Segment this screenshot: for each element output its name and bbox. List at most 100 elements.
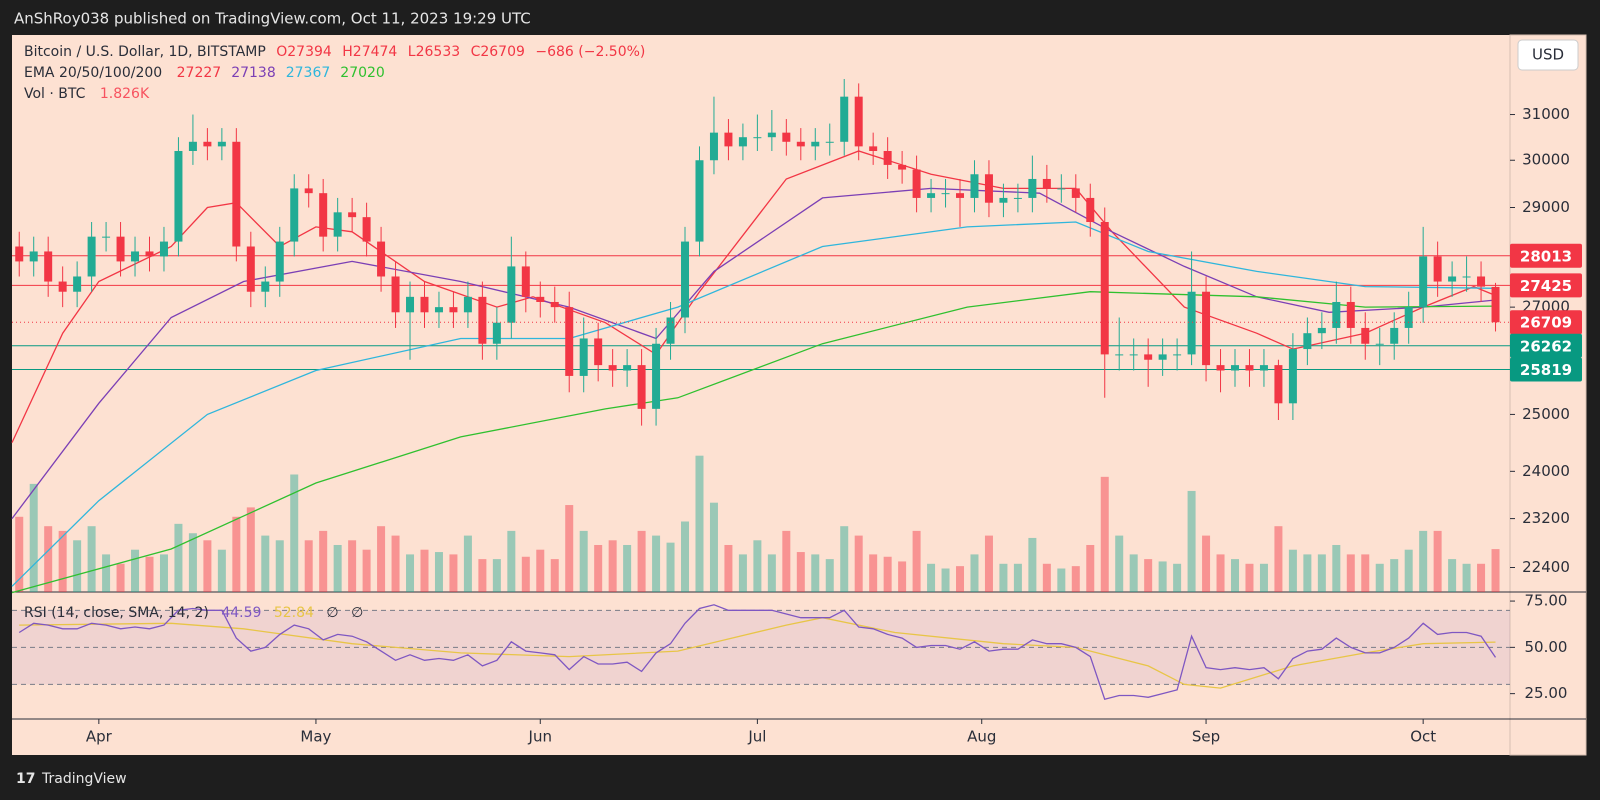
candle-body	[319, 193, 328, 237]
candle-body	[1317, 327, 1326, 334]
volume-bar	[217, 549, 226, 592]
volume-bar	[1462, 563, 1471, 592]
chart-area	[12, 35, 1510, 755]
candle-body	[1332, 301, 1341, 328]
volume-bar	[652, 535, 661, 592]
volume-bar	[1158, 561, 1167, 592]
candle-body	[1404, 307, 1413, 328]
candle-body	[1115, 354, 1124, 356]
volume-bar	[550, 559, 559, 592]
y-tick-label: 23200	[1522, 509, 1570, 527]
volume-bar	[1390, 559, 1399, 592]
candle-body	[1346, 301, 1355, 328]
volume-bar	[565, 505, 574, 592]
candle-body	[87, 236, 96, 277]
x-tick-label: Apr	[86, 728, 113, 746]
candle-body	[492, 322, 501, 344]
volume-bar	[449, 554, 458, 592]
x-tick-label: Aug	[967, 728, 996, 746]
rsi-tick-label: 25.00	[1525, 684, 1568, 702]
candle-body	[102, 236, 111, 238]
volume-bar	[58, 530, 67, 592]
volume-bar	[102, 554, 111, 592]
volume-bar	[724, 544, 733, 592]
currency[interactable]: USD	[1532, 46, 1564, 64]
volume-bar	[434, 552, 443, 592]
ema-line	[11, 291, 1496, 594]
candle-body	[348, 212, 357, 218]
candle-body	[449, 307, 458, 313]
volume-bar	[1144, 559, 1153, 592]
y-tick-label: 24000	[1522, 462, 1570, 480]
volume-bar	[898, 561, 907, 592]
candle-body	[275, 241, 284, 282]
candle-body	[232, 141, 241, 247]
candle-body	[1477, 276, 1486, 287]
rsi-sma-value: 52.84	[274, 605, 314, 621]
volume-bar	[1100, 476, 1109, 592]
candle-body	[1491, 286, 1500, 323]
candle-body	[1028, 178, 1037, 198]
volume-bar	[999, 563, 1008, 592]
ema-value: 27020	[340, 65, 385, 81]
candle-body	[1245, 365, 1254, 371]
rsi-tick-label: 50.00	[1525, 638, 1568, 656]
candle-body	[174, 150, 183, 242]
plot: 2240023200240002500027000290003000031000…	[11, 79, 1582, 746]
volume-bar	[246, 507, 255, 592]
volume-bar	[608, 540, 617, 592]
x-tick-label: Jun	[528, 728, 552, 746]
candle-body	[1187, 291, 1196, 355]
volume-bar	[478, 559, 487, 592]
candle-body	[521, 266, 530, 297]
candle-body	[796, 141, 805, 147]
volume-bar	[1057, 568, 1066, 592]
ema-line	[11, 150, 1496, 443]
candle-body	[507, 266, 516, 323]
volume-bar	[695, 455, 704, 592]
volume-bar	[1375, 563, 1384, 592]
candle-body	[391, 276, 400, 313]
currency-button[interactable]	[1517, 39, 1579, 71]
candle-body	[217, 141, 226, 147]
volume-bar	[594, 544, 603, 592]
volume-bar	[941, 568, 950, 592]
ema-line	[11, 221, 1496, 587]
volume-bar	[1042, 563, 1051, 592]
candle-body	[738, 137, 747, 147]
candle-body	[290, 188, 299, 242]
volume-bar	[232, 516, 241, 592]
ema-legend: EMA 20/50/100/200 27227 27138 27367 27020	[24, 65, 385, 81]
price-label-box	[1510, 310, 1582, 335]
candle-body	[550, 301, 559, 308]
volume-bar	[203, 540, 212, 592]
volume-bar	[579, 530, 588, 592]
candle-body	[941, 193, 950, 195]
candle-body	[594, 338, 603, 366]
price-label: 26709	[1520, 314, 1572, 332]
volume-bar	[15, 516, 24, 592]
price-label: 25819	[1520, 361, 1572, 379]
candle-body	[1086, 197, 1095, 223]
ohlc-open: O27394	[276, 44, 332, 60]
volume-bar	[1245, 563, 1254, 592]
price-label: 27425	[1520, 277, 1572, 295]
candle-body	[1173, 354, 1182, 356]
volume-bar	[116, 563, 125, 592]
volume-bar	[1071, 566, 1080, 592]
price-label-box	[1510, 273, 1582, 298]
candle-body	[478, 296, 487, 344]
candle-body	[420, 296, 429, 313]
volume-bar	[984, 535, 993, 592]
volume-bar	[463, 535, 472, 592]
volume-bar	[377, 526, 386, 592]
candle-body	[840, 96, 849, 142]
ohlc-change: −686 (−2.50%)	[535, 44, 645, 60]
candle-body	[579, 338, 588, 376]
volume-bar	[420, 549, 429, 592]
volume-bar	[391, 535, 400, 592]
ema-value: 27227	[177, 65, 222, 81]
candle-body	[1303, 333, 1312, 350]
volume-bar	[1346, 554, 1355, 592]
volume-bar	[1491, 549, 1500, 592]
